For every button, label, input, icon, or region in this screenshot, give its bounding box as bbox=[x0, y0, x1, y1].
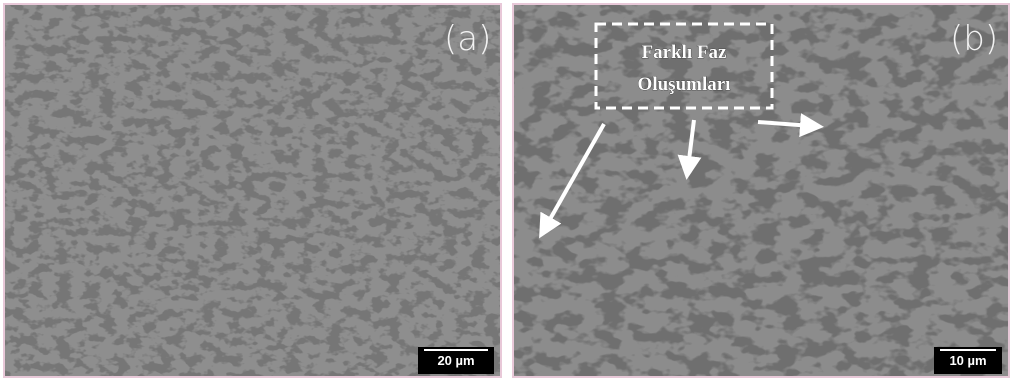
scale-text: 10 µm bbox=[949, 353, 986, 368]
panel-label: (b) bbox=[950, 19, 998, 59]
micrograph-texture bbox=[5, 5, 500, 376]
scale-text: 20 µm bbox=[437, 353, 474, 368]
annotation-line: Oluşumları bbox=[638, 74, 731, 95]
panel-b: (b) Farklı Faz Oluşumları 10 µm bbox=[512, 3, 1010, 378]
panel-label: (a) bbox=[444, 19, 491, 59]
panel-a: (a) 20 µm bbox=[3, 3, 502, 378]
figure: (a) 20 µm (b) Farklı Faz Oluşumları 10 µ… bbox=[0, 0, 1012, 380]
micrograph-texture bbox=[514, 5, 1008, 376]
annotation-line: Farklı Faz bbox=[642, 42, 728, 63]
